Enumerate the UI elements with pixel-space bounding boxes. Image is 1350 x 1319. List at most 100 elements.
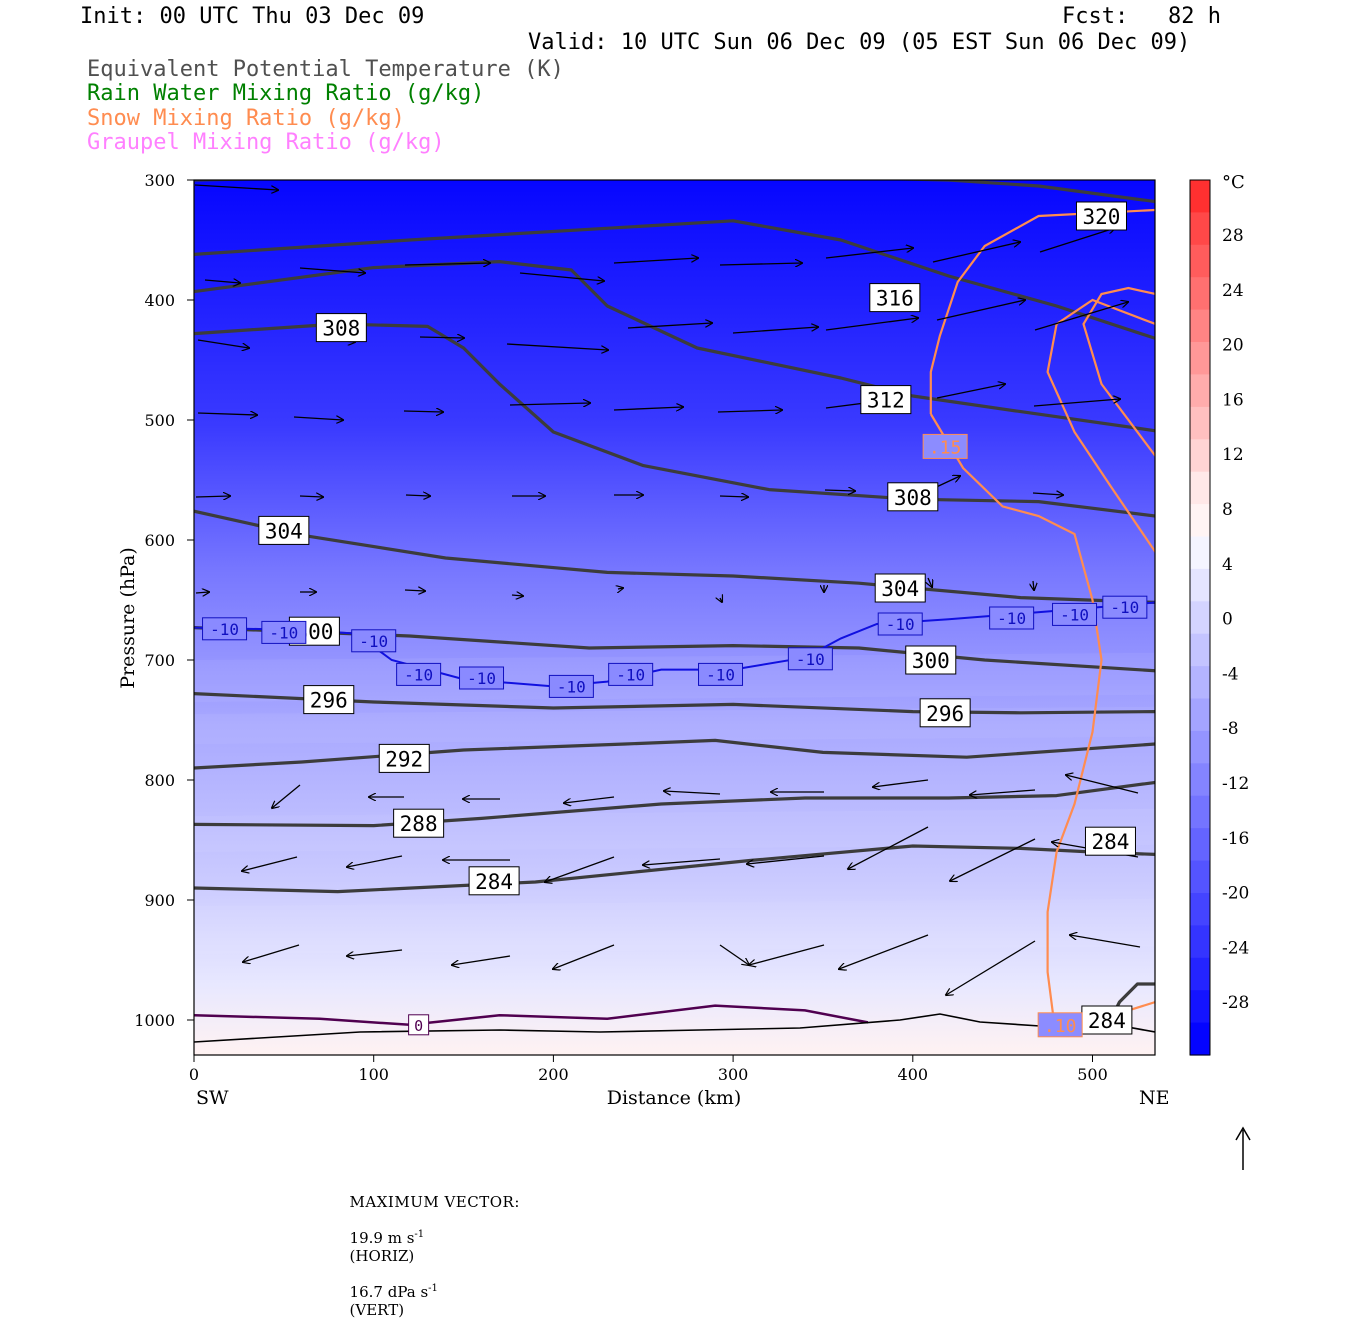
colorbar-tick-label: -16 (1222, 829, 1249, 849)
colorbar-swatch (1190, 828, 1210, 862)
temperature-band (194, 808, 1155, 852)
y-tick-label: 400 (144, 291, 175, 310)
snow-label: .10 (1044, 1016, 1077, 1037)
theta-e-contour-308 (194, 322, 1155, 518)
isotherm-label: -10 (706, 665, 735, 684)
x-end-label-ne: NE (1139, 1087, 1170, 1109)
legend-snow: Snow Mixing Ratio (g/kg) (87, 106, 405, 131)
theta-e-label-304: 304 (265, 519, 303, 543)
isotherm-label: -10 (404, 665, 433, 684)
theta-e-label-box (258, 515, 310, 545)
theta-e-contour-284 (194, 844, 1155, 894)
colorbar-swatch (1190, 893, 1210, 926)
colorbar-tick-label: -24 (1222, 938, 1249, 958)
colorbar-swatch (1190, 309, 1210, 343)
theta-e-label-box (860, 385, 912, 415)
x-tick-label: 0 (189, 1065, 199, 1084)
colorbar-swatch (1190, 860, 1210, 894)
theta-e-label-box (468, 866, 520, 896)
wind-vector (452, 955, 511, 965)
isotherm-label-box (877, 612, 923, 636)
wind-vector (204, 280, 240, 283)
y-tick-label: 900 (144, 891, 175, 910)
isotherm-label: -10 (467, 669, 496, 688)
legend-theta-e: Equivalent Potential Temperature (K) (87, 57, 564, 82)
isotherm-label: -10 (210, 620, 239, 639)
theta-e-contour-320 (194, 180, 1155, 204)
x-tick-label: 200 (538, 1065, 569, 1084)
colorbar-swatch (1190, 730, 1210, 764)
theta-e-label-box (393, 808, 445, 838)
wind-vector (194, 184, 278, 190)
wind-vector (719, 944, 749, 965)
wind-vector (749, 944, 825, 965)
wind-vector (928, 577, 932, 587)
isotherm-label: -10 (557, 677, 586, 696)
wind-vector (825, 318, 918, 331)
theta-e-label-308: 308 (322, 317, 360, 341)
theta-e-contour-288 (194, 780, 1155, 828)
snow-contour (1046, 298, 1155, 553)
wind-vector (936, 300, 1025, 321)
wind-vector (197, 339, 249, 348)
wind-vector (618, 588, 623, 589)
isotherm-label-box (1102, 595, 1148, 619)
wind-vector (643, 858, 721, 865)
wind-vector (243, 944, 300, 962)
wind-vector (719, 263, 802, 265)
theta-e-label-box (303, 685, 355, 715)
snow-contour (929, 413, 1103, 1015)
isotherm-label: -10 (1060, 605, 1089, 624)
isotherm-label-box (351, 629, 397, 653)
valid-time: Valid: 10 UTC Sun 06 Dec 09 (05 EST Sun … (528, 30, 1191, 55)
theta-e-label-box (905, 645, 957, 675)
temperature-band (194, 706, 1155, 744)
theta-e-label-box (869, 283, 921, 313)
colorbar-swatch (1190, 990, 1210, 1024)
wind-vector (242, 856, 298, 871)
wind-vector (347, 855, 403, 867)
wind-vector (299, 267, 365, 273)
theta-e-label-296: 296 (310, 689, 348, 713)
colorbar-tick-label: -8 (1222, 719, 1239, 739)
wind-vector (747, 855, 825, 864)
theta-e-label-284: 284 (1088, 1009, 1126, 1033)
colorbar-swatch (1190, 277, 1210, 311)
wind-vector (519, 272, 604, 281)
wind-vector (936, 384, 1005, 399)
max-vector-caption: MAXIMUM VECTOR: 19.9 m s-1 (HORIZ) 16.7 … (340, 1175, 520, 1319)
wind-vector (347, 949, 403, 956)
freezing-label: 0 (414, 1017, 423, 1035)
snow-label: .15 (929, 437, 962, 458)
colorbar-tick-label: 8 (1222, 500, 1233, 520)
theta-e-label-308: 308 (894, 486, 932, 510)
wind-vector (1070, 935, 1141, 948)
wind-vector (950, 838, 1036, 881)
theta-e-label-box (1084, 826, 1136, 856)
colorbar-swatch (1190, 925, 1210, 959)
colorbar-tick-label: 12 (1222, 445, 1244, 465)
colorbar-swatch (1190, 957, 1210, 991)
isotherm-label-box (608, 662, 654, 686)
colorbar-tick-label: -28 (1222, 993, 1249, 1013)
legend-rain: Rain Water Mixing Ratio (g/kg) (87, 81, 485, 106)
colorbar-swatch (1190, 536, 1210, 570)
wind-vector (511, 595, 523, 596)
wind-vector (825, 248, 913, 259)
colorbar-swatch (1190, 698, 1210, 732)
theta-e-label-284: 284 (1092, 830, 1130, 854)
max-horiz-value: 19.9 m s (349, 1229, 415, 1247)
isotherm-label-box (989, 606, 1035, 630)
colorbar-swatch (1190, 471, 1210, 505)
colorbar-swatch (1190, 666, 1210, 700)
cross-section-chart: 3203163123083083043043003002962962922882… (117, 171, 1251, 1170)
wind-vector (717, 410, 782, 412)
max-horiz-tag: (HORIZ) (349, 1247, 415, 1265)
theta-e-label-box (315, 313, 367, 343)
wind-vector (1066, 775, 1139, 794)
theta-e-label-box (378, 743, 430, 773)
freezing-label-box (408, 1014, 430, 1036)
isotherm-label: -10 (997, 609, 1026, 628)
theta-e-label-300: 300 (912, 649, 950, 673)
wind-vector (404, 263, 490, 265)
